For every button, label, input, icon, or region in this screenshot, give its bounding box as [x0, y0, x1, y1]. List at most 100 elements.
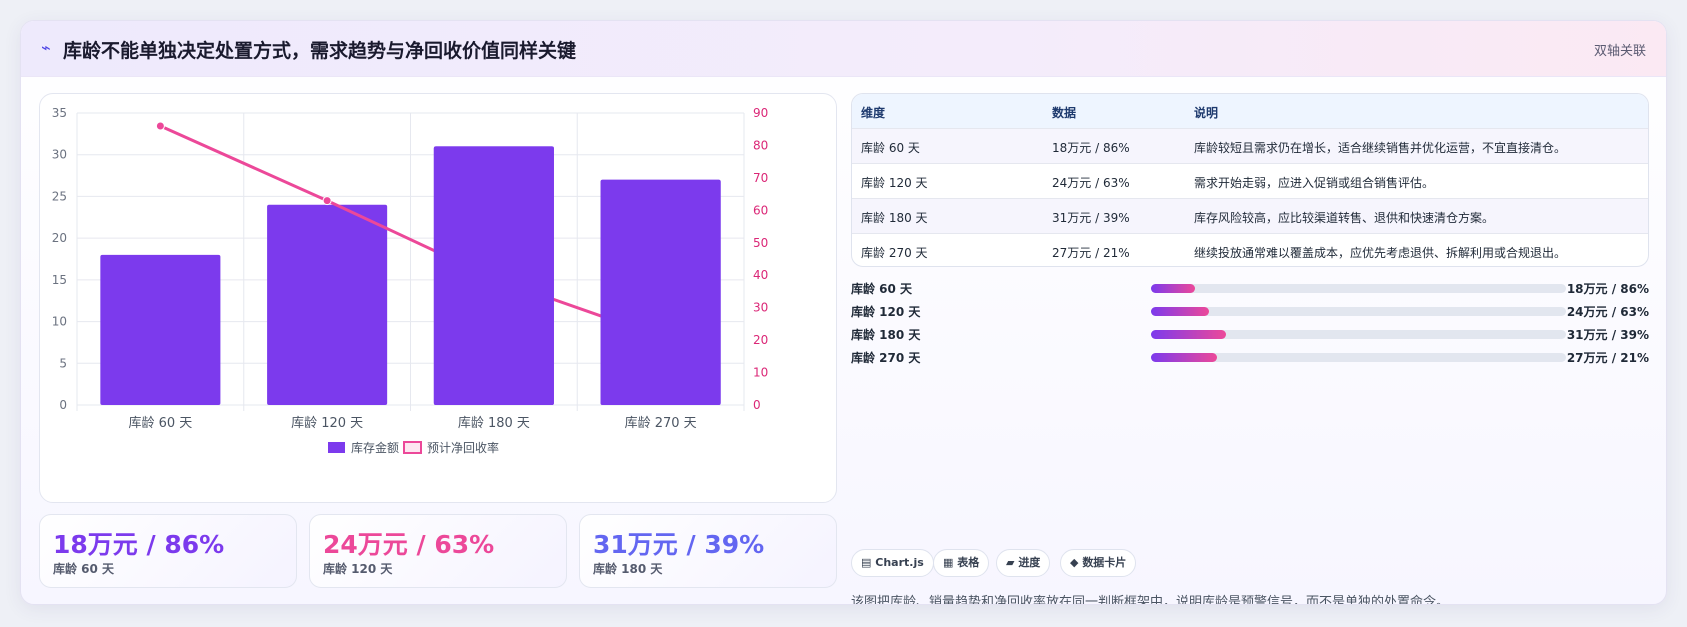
table-header-note: 说明 [1194, 106, 1219, 120]
table-header-data: 数据 [1052, 106, 1077, 120]
progress-track [1151, 284, 1566, 293]
chip-label: 进度 [1018, 556, 1041, 569]
progress-row: 库龄 180 天 31万元 / 39% [851, 325, 1649, 343]
chart-panel: 0 5 10 15 20 25 30 35 0 10 20 30 40 50 60 70 80 90 库龄 60 天… [39, 93, 837, 503]
data-table: 维度 数据 说明 库龄 60 天 18万元 / 86% 库龄较短且需求仍在增长，… [851, 93, 1649, 267]
y-right-tick: 10 [753, 366, 768, 380]
header: ⌁ 库龄不能单独决定处置方式，需求趋势与净回收价值同样关键 双轴关联 [21, 21, 1666, 77]
table-header-row: 维度 数据 说明 [852, 94, 1648, 128]
pulse-icon: ⌁ [41, 38, 51, 57]
table-cell: 18万元 / 86% [1052, 141, 1130, 155]
progress-icon: ▰ [1006, 556, 1015, 569]
table-icon: ▦ [943, 556, 954, 569]
y-right-tick: 90 [753, 106, 768, 120]
x-tick-label: 库龄 120 天 [291, 415, 363, 431]
table-cell: 需求开始走弱，应进入促销或组合销售评估。 [1194, 176, 1435, 190]
progress-track [1151, 330, 1566, 339]
x-tick-label: 库龄 180 天 [458, 415, 530, 431]
y-left-tick: 15 [52, 273, 67, 287]
header-tag: 双轴关联 [1593, 44, 1646, 59]
y-right-tick: 60 [753, 203, 768, 217]
y-left-tick: 35 [52, 106, 67, 120]
footer-note: 该图把库龄、销量趋势和净回收率放在同一判断框架中，说明库龄是预警信号，而不是单独… [851, 595, 1450, 605]
legend-swatch-bar [328, 442, 345, 453]
progress-row: 库龄 60 天 18万元 / 86% [851, 279, 1649, 297]
y-left-tick: 20 [52, 231, 67, 245]
progress-label: 库龄 270 天 [851, 351, 921, 365]
progress-row: 库龄 270 天 27万元 / 21% [851, 348, 1649, 366]
page-title: 库龄不能单独决定处置方式，需求趋势与净回收价值同样关键 [63, 40, 577, 62]
table-cell: 27万元 / 21% [1052, 246, 1130, 260]
progress-value: 24万元 / 63% [1566, 305, 1649, 319]
bar-overlay [433, 146, 554, 405]
x-tick-label: 库龄 270 天 [625, 415, 697, 431]
stat-value: 18万元 / 86% [53, 530, 225, 559]
x-tick-label: 库龄 60 天 [128, 415, 192, 431]
progress-fill [1151, 284, 1195, 293]
progress-track [1151, 353, 1566, 362]
y-right-tick: 70 [753, 171, 768, 185]
table-cell: 库存风险较高，应比较渠道转售、退供和快速清仓方案。 [1194, 211, 1495, 225]
table-cell: 库龄较短且需求仍在增长，适合继续销售并优化运营，不宜直接清仓。 [1194, 141, 1567, 155]
table-cell: 继续投放通常难以覆盖成本，应优先考虑退供、拆解利用或合规退出。 [1194, 246, 1567, 260]
progress-row: 库龄 120 天 24万元 / 63% [851, 302, 1649, 320]
table-row: 库龄 60 天 18万元 / 86% 库龄较短且需求仍在增长，适合继续销售并优化… [852, 128, 1648, 163]
legend-label: 预计净回收率 [427, 440, 499, 455]
table-cell: 库龄 60 天 [861, 141, 920, 155]
chart-icon: ▤ [861, 556, 872, 569]
y-left-tick: 0 [59, 398, 67, 412]
progress-label: 库龄 180 天 [851, 328, 921, 342]
chip-card[interactable]: ◆ 数据卡片 [1060, 549, 1137, 577]
stat-label: 库龄 120 天 [323, 562, 393, 576]
y-right-tick: 40 [753, 268, 768, 282]
main-card: ⌁ 库龄不能单独决定处置方式，需求趋势与净回收价值同样关键 双轴关联 0 5 10 1… [20, 20, 1667, 605]
y-left-tick: 30 [52, 148, 67, 162]
stat-value: 31万元 / 39% [593, 530, 765, 559]
y-left-tick: 5 [59, 356, 67, 370]
stat-label: 库龄 180 天 [593, 562, 663, 576]
progress-value: 31万元 / 39% [1566, 328, 1649, 342]
y-right-tick: 0 [753, 398, 761, 412]
legend-swatch-line [403, 441, 422, 454]
card-icon: ◆ [1070, 556, 1079, 569]
legend-label: 库存金额 [351, 440, 399, 455]
chip-progress[interactable]: ▰ 进度 [996, 549, 1051, 577]
table-cell: 库龄 180 天 [861, 211, 928, 225]
chip-label: 数据卡片 [1082, 556, 1127, 569]
table-row: 库龄 180 天 31万元 / 39% 库存风险较高，应比较渠道转售、退供和快速… [852, 198, 1648, 233]
table-cell: 24万元 / 63% [1052, 176, 1130, 190]
table-row: 库龄 270 天 27万元 / 21% 继续投放通常难以覆盖成本，应优先考虑退供… [852, 233, 1648, 266]
progress-fill [1151, 330, 1226, 339]
y-left-tick: 10 [52, 315, 67, 329]
line-point [155, 121, 165, 131]
y-right-tick: 80 [753, 138, 768, 152]
combo-chart: 0 5 10 15 20 25 30 35 0 10 20 30 40 50 60 70 80 90 库龄 60 天… [52, 106, 769, 455]
table-row: 库龄 120 天 24万元 / 63% 需求开始走弱，应进入促销或组合销售评估。 [852, 163, 1648, 198]
table-cell: 库龄 270 天 [861, 246, 928, 260]
table-cell: 库龄 120 天 [861, 176, 928, 190]
line-point [322, 196, 332, 206]
chip-label: 表格 [957, 556, 980, 569]
y-right-tick: 50 [753, 236, 768, 250]
y-right-tick: 20 [753, 333, 768, 347]
progress-value: 18万元 / 86% [1566, 282, 1649, 296]
stat-value: 24万元 / 63% [323, 530, 495, 559]
table-cell: 31万元 / 39% [1052, 211, 1130, 225]
stat-card-1: 18万元 / 86% 库龄 60 天 [39, 514, 297, 588]
progress-label: 库龄 60 天 [851, 282, 913, 296]
stat-label: 库龄 60 天 [53, 562, 115, 576]
progress-label: 库龄 120 天 [851, 305, 921, 319]
table-header-dimension: 维度 [861, 106, 886, 120]
chip-table[interactable]: ▦ 表格 [933, 549, 990, 577]
stat-card-3: 31万元 / 39% 库龄 180 天 [579, 514, 837, 588]
line-series [159, 124, 662, 339]
bar-overlay [600, 179, 721, 405]
progress-track [1151, 307, 1566, 316]
chip-chartjs[interactable]: ▤ Chart.js [851, 549, 934, 577]
y-left-tick: 25 [52, 189, 67, 203]
bar [100, 254, 221, 405]
bar [267, 204, 388, 405]
progress-fill [1151, 307, 1210, 316]
stat-card-2: 24万元 / 63% 库龄 120 天 [309, 514, 567, 588]
chip-label: Chart.js [875, 556, 924, 569]
